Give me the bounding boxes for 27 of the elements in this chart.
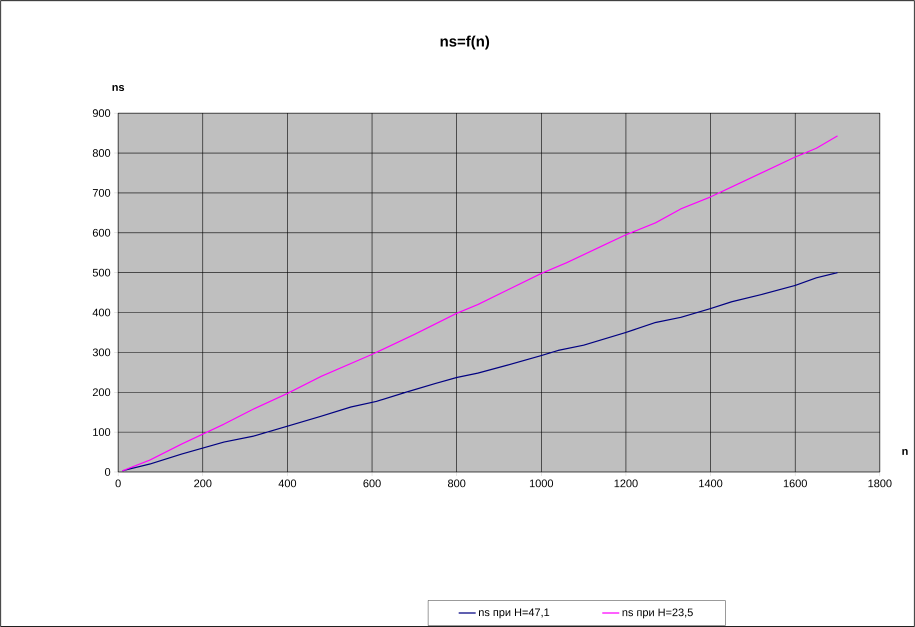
y-tick-label: 200 [92,388,110,396]
x-tick-label: 400 [278,479,296,488]
x-tick-label: 1200 [614,479,638,488]
x-tick-label: 1600 [784,479,807,488]
x-axis-title: n [902,448,908,455]
x-tick-label: 800 [448,479,466,488]
x-tick-label: 1800 [868,479,892,488]
legend-label: ns при H=23,5 [622,608,693,618]
y-tick-label: 100 [93,428,110,436]
y-tick-label: 0 [104,468,110,476]
line-series [122,135,838,472]
x-tick-label: 600 [363,479,381,488]
y-tick-label: 600 [92,228,110,237]
x-tick-label: 0 [116,479,121,488]
y-tick-label: 800 [92,149,110,157]
chart-title: ns=f(n) [440,36,490,50]
y-tick-label: 900 [92,109,110,117]
x-tick-label: 1400 [699,479,722,488]
x-tick-label: 200 [194,479,212,488]
y-tick-label: 300 [92,348,110,356]
y-tick-label: 700 [92,188,110,197]
legend-label: ns при H=47,1 [479,608,550,618]
x-tick-label: 1000 [530,479,554,488]
y-axis-title: ns [112,84,124,91]
y-tick-label: 500 [92,268,110,276]
line-series [122,272,838,472]
y-tick-label: 400 [92,308,110,316]
